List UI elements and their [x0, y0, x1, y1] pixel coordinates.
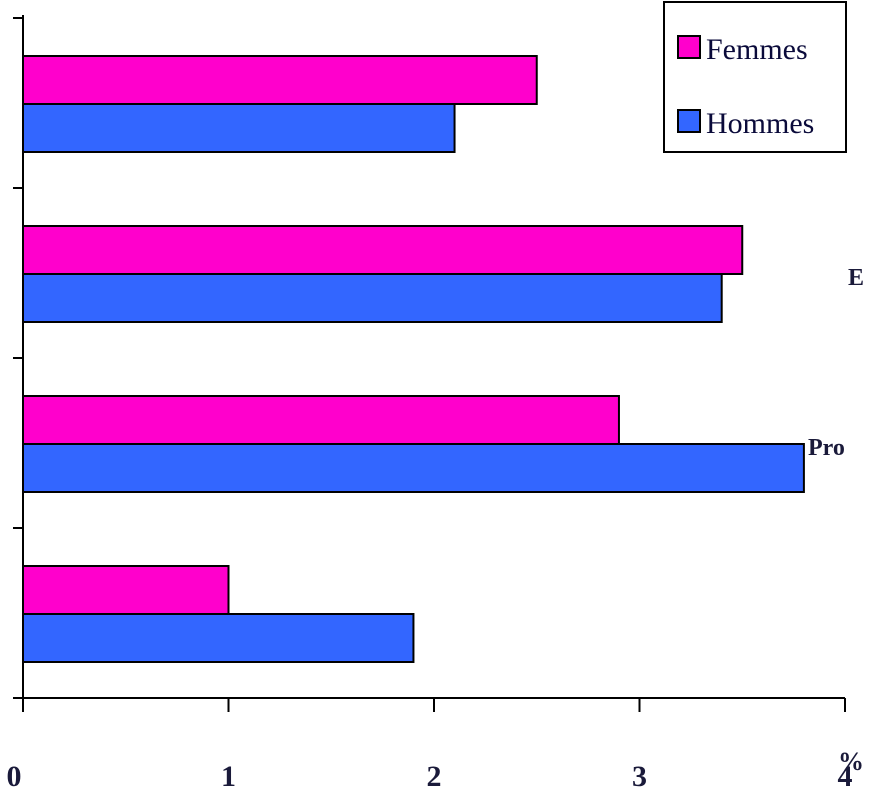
x-tick-labels-group: 0 1 2 3 4 — [7, 760, 853, 791]
category-label: E — [848, 265, 864, 291]
x-tick-label: 2 — [427, 760, 442, 791]
bar-hommes-2 — [22, 443, 805, 493]
bar-femmes-0 — [22, 55, 538, 105]
x-tick-label: 0 — [7, 760, 22, 791]
x-tick-label: 4 — [838, 760, 853, 791]
legend-label-femmes: Femmes — [706, 33, 808, 66]
category-labels-group: E Pro — [808, 265, 864, 461]
x-tick-label: 1 — [221, 760, 236, 791]
bar-femmes-3 — [22, 565, 230, 615]
x-axis-unit-label: % — [838, 747, 864, 776]
bar-femmes-2 — [22, 395, 620, 445]
bars-group — [22, 55, 805, 663]
bar-hommes-1 — [22, 273, 723, 323]
legend-swatch-hommes — [677, 109, 701, 133]
legend: Femmes Hommes — [663, 1, 847, 153]
x-tick-label: 3 — [632, 760, 647, 791]
axes-group — [13, 15, 846, 712]
bar-hommes-0 — [22, 103, 456, 153]
bar-hommes-3 — [22, 613, 415, 663]
legend-swatch-femmes — [677, 35, 701, 59]
category-label: Pro — [808, 435, 845, 461]
bar-femmes-1 — [22, 225, 744, 275]
legend-label-hommes: Hommes — [706, 107, 814, 140]
